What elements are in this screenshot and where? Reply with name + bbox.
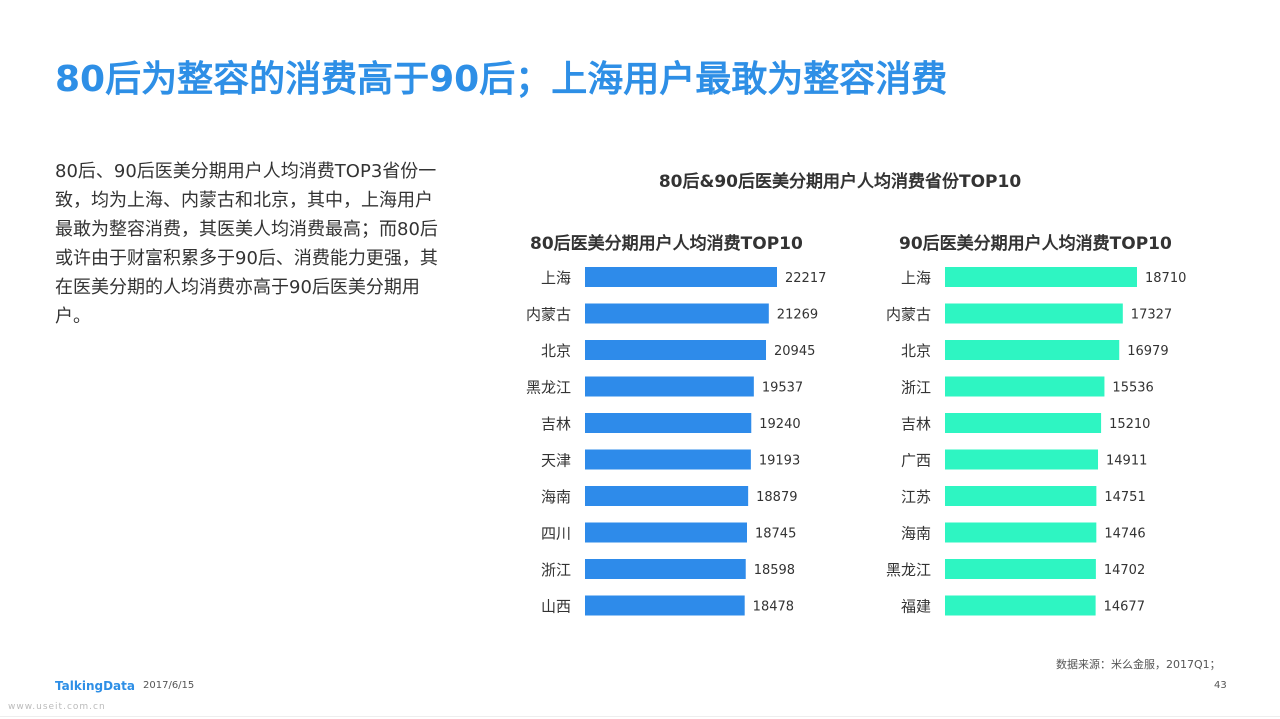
- footer-divider: [0, 716, 1280, 717]
- value-label-80s: 18598: [754, 563, 795, 578]
- category-label-90s: 内蒙古: [886, 306, 931, 324]
- talkingdata-logo: TalkingData: [55, 679, 135, 693]
- value-label-90s: 14751: [1104, 490, 1145, 505]
- value-label-90s: 14702: [1104, 563, 1145, 578]
- category-label-90s: 北京: [901, 342, 931, 360]
- category-label-80s: 天津: [541, 452, 571, 470]
- category-label-90s: 黑龙江: [886, 561, 931, 579]
- bar-90s: [945, 559, 1096, 579]
- value-label-80s: 18745: [755, 527, 796, 542]
- bar-90s: [945, 376, 1105, 397]
- category-label-90s: 浙江: [901, 379, 931, 397]
- category-label-80s: 浙江: [541, 561, 571, 579]
- data-source: 数据来源：米么金服，2017Q1；: [1056, 658, 1221, 671]
- bar-90s: [945, 486, 1097, 506]
- bar-90s: [945, 303, 1123, 324]
- bar-90s: [945, 267, 1137, 287]
- value-label-80s: 18879: [756, 490, 797, 505]
- category-label-80s: 内蒙古: [526, 306, 571, 324]
- bar-80s: [585, 303, 769, 324]
- value-label-80s: 19240: [759, 417, 800, 432]
- category-label-80s: 上海: [541, 269, 571, 287]
- bar-80s: [585, 522, 747, 543]
- bar-80s: [585, 413, 752, 433]
- panel-title-90s: 90后医美分期用户人均消费TOP10: [899, 234, 1172, 254]
- description-text: 80后、90后医美分期用户人均消费TOP3省份一致，均为上海、内蒙古和北京，其中…: [55, 161, 438, 327]
- page-title: 80后为整容的消费高于90后；上海用户最敢为整容消费: [55, 59, 948, 100]
- category-label-80s: 黑龙江: [526, 379, 571, 397]
- category-label-80s: 吉林: [541, 415, 571, 433]
- value-label-80s: 20945: [774, 344, 815, 359]
- value-label-90s: 15536: [1112, 381, 1153, 396]
- bar-chart-80s: 上海 22217 内蒙古 21269 北京 20945 黑龙江 19537 吉林 19240 天津 1…: [526, 267, 826, 616]
- category-label-80s: 北京: [541, 342, 571, 360]
- bar-90s: [945, 595, 1096, 616]
- bar-80s: [585, 486, 749, 506]
- value-label-80s: 22217: [785, 271, 826, 286]
- bar-80s: [585, 559, 746, 579]
- category-label-90s: 江苏: [901, 488, 931, 506]
- value-label-90s: 14746: [1104, 527, 1145, 542]
- category-label-90s: 海南: [901, 525, 931, 543]
- bar-90s: [945, 449, 1099, 470]
- bar-80s: [585, 449, 751, 470]
- bar-80s: [585, 267, 777, 287]
- chart-title: 80后&90后医美分期用户人均消费省份TOP10: [658, 172, 1022, 192]
- category-label-90s: 上海: [901, 269, 931, 287]
- bar-90s: [945, 413, 1102, 433]
- bar-80s: [585, 376, 754, 397]
- category-label-80s: 山西: [541, 598, 571, 616]
- panel-title-80s: 80后医美分期用户人均消费TOP10: [530, 234, 803, 254]
- category-label-90s: 吉林: [901, 415, 931, 433]
- page-number: 43: [1214, 680, 1227, 691]
- value-label-90s: 16979: [1127, 344, 1168, 359]
- bar-90s: [945, 522, 1097, 543]
- value-label-90s: 14911: [1106, 454, 1147, 469]
- category-label-80s: 四川: [541, 525, 571, 543]
- value-label-90s: 14677: [1104, 600, 1145, 615]
- report-date: 2017/6/15: [143, 680, 195, 691]
- bar-80s: [585, 595, 745, 616]
- value-label-80s: 21269: [777, 308, 818, 323]
- value-label-80s: 19193: [759, 454, 800, 469]
- watermark-text: www.useit.com.cn: [8, 702, 106, 712]
- category-label-90s: 福建: [901, 598, 931, 616]
- category-label-80s: 海南: [541, 488, 571, 506]
- value-label-90s: 15210: [1109, 417, 1150, 432]
- category-label-90s: 广西: [901, 452, 931, 470]
- bar-chart-90s: 上海 18710 内蒙古 17327 北京 16979 浙江 15536 吉林 15210 广西 14…: [886, 267, 1186, 616]
- value-label-90s: 17327: [1131, 308, 1172, 323]
- bar-80s: [585, 340, 767, 360]
- value-label-80s: 18478: [753, 600, 794, 615]
- value-label-80s: 19537: [762, 381, 803, 396]
- bar-90s: [945, 340, 1120, 360]
- value-label-90s: 18710: [1145, 271, 1186, 286]
